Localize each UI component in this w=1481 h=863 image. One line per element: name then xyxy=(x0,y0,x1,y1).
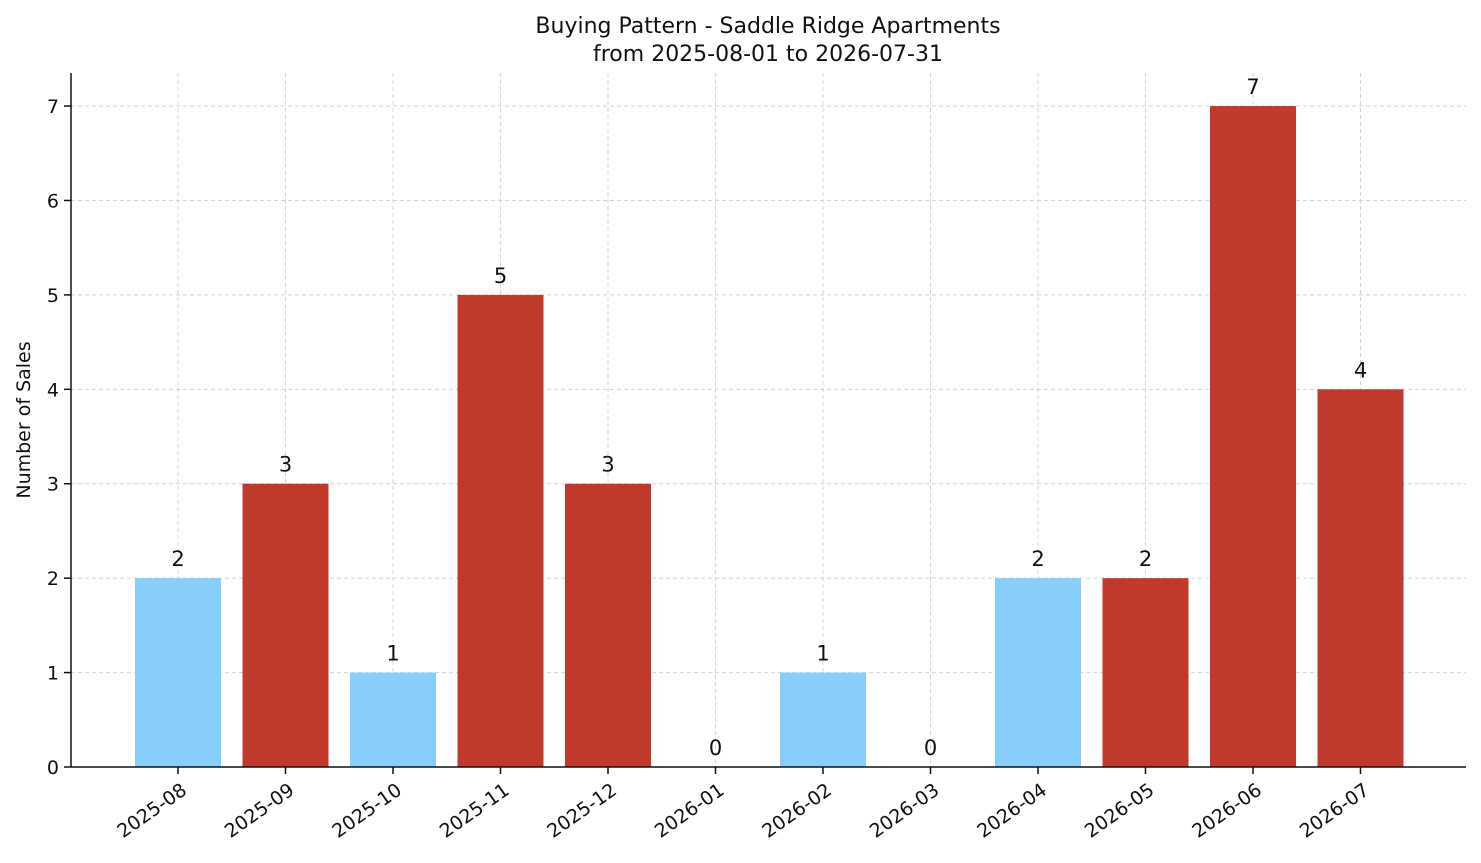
data-label: 5 xyxy=(494,264,507,288)
x-tick-label: 2026-05 xyxy=(1081,779,1159,843)
data-label: 3 xyxy=(279,453,292,477)
bars-layer xyxy=(135,106,1404,768)
data-label: 1 xyxy=(816,642,829,666)
y-tick-label: 3 xyxy=(47,474,59,496)
x-tick-label: 2026-02 xyxy=(758,779,836,843)
bar-2026-02 xyxy=(780,672,866,767)
bar-2026-06 xyxy=(1210,106,1296,768)
x-tick-label: 2025-09 xyxy=(221,779,299,843)
x-tick-label: 2026-03 xyxy=(866,779,944,843)
data-label: 0 xyxy=(709,736,722,760)
chart-title: Buying Pattern - Saddle Ridge Apartments xyxy=(535,14,1000,39)
bar-2026-05 xyxy=(1102,578,1189,767)
axes-layer xyxy=(64,73,1466,774)
bar-2025-08 xyxy=(135,578,221,767)
x-tick-label: 2026-07 xyxy=(1296,779,1374,843)
bar-2025-10 xyxy=(350,672,436,767)
data-label: 2 xyxy=(1031,547,1044,571)
y-axis-label: Number of Sales xyxy=(13,341,35,498)
y-tick-label: 4 xyxy=(47,379,59,401)
data-label: 7 xyxy=(1246,75,1259,99)
x-tick-label: 2025-08 xyxy=(113,779,191,843)
y-tick-label: 1 xyxy=(47,663,59,685)
y-tick-label: 7 xyxy=(47,96,59,118)
bar-2026-04 xyxy=(995,578,1081,767)
data-label: 3 xyxy=(601,453,614,477)
data-label: 1 xyxy=(386,642,399,666)
x-tick-label: 2025-11 xyxy=(436,779,514,843)
x-tick-label: 2026-04 xyxy=(973,779,1051,843)
y-tick-label: 5 xyxy=(47,285,59,307)
data-label: 4 xyxy=(1354,358,1367,382)
x-tick-label: 2025-10 xyxy=(328,779,406,843)
x-tick-label: 2025-12 xyxy=(543,779,621,843)
bar-2025-09 xyxy=(242,483,329,767)
data-label: 0 xyxy=(924,736,937,760)
data-label: 2 xyxy=(1139,547,1152,571)
data-label: 2 xyxy=(171,547,184,571)
chart-subtitle: from 2025-08-01 to 2026-07-31 xyxy=(593,42,943,67)
y-tick-label: 2 xyxy=(47,568,59,590)
bar-2025-11 xyxy=(457,294,544,767)
bar-2026-07 xyxy=(1317,389,1404,767)
y-tick-label: 0 xyxy=(47,757,59,779)
bar-2025-12 xyxy=(565,483,651,767)
x-tick-label: 2026-01 xyxy=(651,779,729,843)
y-tick-label: 6 xyxy=(47,190,59,212)
x-tick-label: 2026-06 xyxy=(1188,779,1266,843)
